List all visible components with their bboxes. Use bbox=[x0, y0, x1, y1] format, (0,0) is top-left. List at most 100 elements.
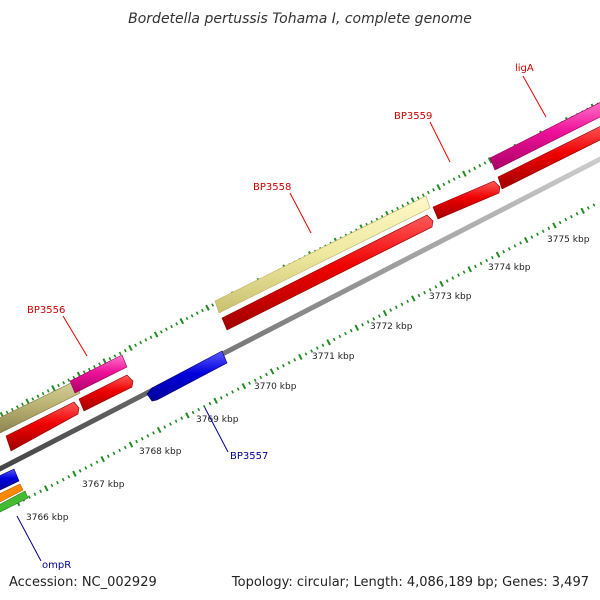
feature-bp3558-cds[interactable] bbox=[221, 214, 434, 331]
minor-tick bbox=[416, 196, 420, 200]
minor-tick bbox=[547, 226, 551, 231]
minor-tick bbox=[123, 445, 127, 450]
major-tick bbox=[205, 304, 210, 311]
minor-tick bbox=[483, 161, 487, 165]
accession-text: Accession: NC_002929 bbox=[9, 575, 157, 590]
major-tick bbox=[411, 295, 416, 302]
map-title: Bordetella pertussis Tohama I, complete … bbox=[128, 11, 472, 27]
feature-ompR-cds[interactable] bbox=[0, 468, 20, 491]
minor-tick bbox=[344, 331, 347, 336]
scale-label: 3772 kbp bbox=[370, 322, 413, 332]
minor-tick bbox=[149, 335, 153, 339]
minor-tick bbox=[72, 375, 76, 380]
minor-tick bbox=[558, 220, 562, 225]
minor-tick bbox=[473, 166, 477, 171]
major-tick bbox=[241, 383, 247, 390]
minor-tick bbox=[349, 328, 353, 333]
minor-tick bbox=[27, 495, 31, 499]
minor-tick bbox=[67, 378, 71, 382]
minor-tick bbox=[406, 201, 410, 205]
major-tick bbox=[44, 485, 49, 492]
minor-tick bbox=[93, 365, 96, 369]
feature-bp3557-cds[interactable] bbox=[146, 350, 228, 402]
gene-label-ligA[interactable]: ligA bbox=[515, 63, 534, 74]
major-tick bbox=[382, 309, 388, 317]
minor-tick bbox=[174, 419, 178, 423]
minor-tick bbox=[427, 190, 430, 195]
feature-ligA-gene[interactable] bbox=[489, 100, 600, 171]
minor-tick bbox=[139, 340, 143, 345]
minor-tick bbox=[56, 480, 59, 485]
minor-tick bbox=[332, 337, 336, 342]
minor-tick bbox=[530, 235, 534, 239]
major-tick bbox=[298, 353, 303, 361]
feature-bp3556-gene[interactable] bbox=[69, 354, 128, 394]
minor-tick bbox=[423, 290, 427, 295]
minor-tick bbox=[95, 460, 99, 464]
major-tick bbox=[354, 324, 360, 331]
minor-tick bbox=[507, 247, 511, 251]
feature-bp3559-cds[interactable] bbox=[432, 180, 501, 220]
gene-label-bp3558[interactable]: BP3558 bbox=[253, 182, 291, 193]
minor-tick bbox=[276, 366, 280, 371]
minor-tick bbox=[586, 206, 590, 210]
minor-tick bbox=[564, 217, 568, 222]
gene-label-bp3557[interactable]: BP3557 bbox=[230, 451, 268, 462]
major-tick bbox=[326, 339, 331, 346]
feature-bp3556-misc[interactable] bbox=[0, 380, 81, 434]
minor-tick bbox=[106, 454, 110, 458]
scale-label: 3774 kbp bbox=[488, 263, 531, 273]
gene-label-ompR[interactable]: ompR bbox=[42, 560, 71, 571]
feature-green-cds[interactable] bbox=[0, 490, 29, 513]
feature-ligA-cds[interactable] bbox=[497, 124, 600, 190]
minor-tick bbox=[50, 483, 54, 488]
minor-tick bbox=[112, 451, 116, 456]
feature-bp3556-cds[interactable] bbox=[78, 374, 134, 412]
minor-tick bbox=[536, 232, 539, 236]
minor-tick bbox=[67, 475, 71, 479]
major-tick bbox=[580, 207, 585, 214]
minor-tick bbox=[78, 469, 82, 473]
scale-label: 3775 kbp bbox=[547, 235, 590, 245]
feature-bp3555-cds[interactable] bbox=[5, 401, 80, 452]
feature-bp3558-misc[interactable] bbox=[214, 195, 431, 314]
minor-tick bbox=[281, 364, 285, 368]
minor-tick bbox=[401, 204, 405, 208]
minor-tick bbox=[82, 370, 86, 374]
scale-label: 3773 kbp bbox=[429, 292, 472, 302]
major-tick bbox=[436, 184, 441, 191]
scale-label: 3769 kbp bbox=[196, 415, 239, 425]
minor-tick bbox=[265, 372, 268, 377]
minor-tick bbox=[231, 390, 235, 394]
scale-label: 3768 kbp bbox=[139, 447, 182, 457]
minor-tick bbox=[134, 343, 138, 347]
minor-tick bbox=[219, 396, 223, 400]
major-tick bbox=[128, 441, 134, 448]
minor-tick bbox=[236, 387, 240, 391]
gene-label-bp3559[interactable]: BP3559 bbox=[394, 111, 432, 122]
feature-orange-cds[interactable] bbox=[0, 483, 24, 503]
minor-tick bbox=[315, 346, 319, 350]
gene-label-bp3556[interactable]: BP3556 bbox=[27, 305, 65, 316]
minor-tick bbox=[159, 330, 163, 334]
minor-tick bbox=[321, 343, 325, 347]
minor-tick bbox=[478, 163, 482, 168]
minor-tick bbox=[33, 492, 37, 496]
minor-tick bbox=[417, 293, 421, 298]
minor-tick bbox=[442, 182, 446, 187]
minor-tick bbox=[31, 397, 35, 401]
minor-tick bbox=[366, 320, 370, 324]
minor-tick bbox=[377, 314, 381, 318]
minor-tick bbox=[113, 354, 117, 358]
minor-tick bbox=[304, 352, 308, 356]
minor-tick bbox=[396, 206, 400, 211]
minor-tick bbox=[452, 177, 456, 181]
minor-tick bbox=[421, 193, 425, 197]
minor-tick bbox=[84, 466, 88, 470]
minor-tick bbox=[197, 407, 201, 412]
minor-tick bbox=[389, 308, 393, 312]
minor-tick bbox=[451, 276, 455, 280]
genome-summary-text: Topology: circular; Length: 4,086,189 bp… bbox=[231, 575, 589, 590]
minor-tick bbox=[428, 288, 432, 292]
major-tick bbox=[524, 236, 529, 244]
